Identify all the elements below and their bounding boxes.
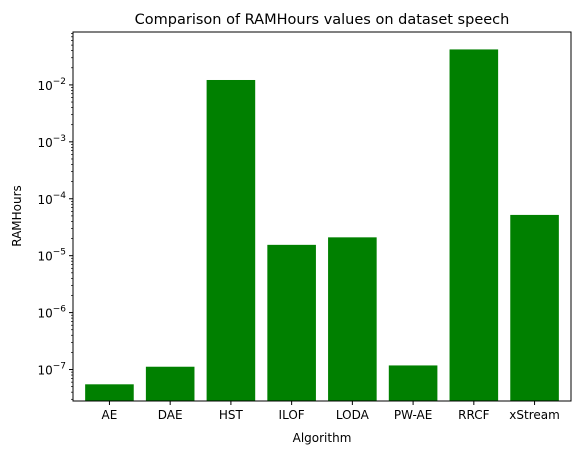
- x-tick-label: DAE: [158, 408, 183, 422]
- bar-pw-ae: [388, 365, 438, 401]
- y-tick-label: 10−2: [37, 77, 66, 93]
- bar-rrcf: [449, 49, 499, 402]
- bar-dae: [145, 366, 195, 401]
- y-tick-label: 10−6: [37, 305, 66, 321]
- y-tick-label: 10−4: [37, 191, 66, 207]
- x-tick-label: ILOF: [279, 408, 305, 422]
- x-tick-label: RRCF: [458, 408, 489, 422]
- y-tick-label: 10−3: [37, 134, 66, 150]
- x-tick-label: LODA: [336, 408, 370, 422]
- bar-ilof: [267, 244, 316, 401]
- y-tick-label: 10−5: [37, 248, 66, 264]
- chart-title: Comparison of RAMHours values on dataset…: [135, 12, 510, 28]
- plot-frame: [72, 31, 572, 402]
- y-axis-label: RAMHours: [10, 185, 24, 247]
- y-tick-label: 10−7: [37, 362, 66, 378]
- x-axis-label: Algorithm: [293, 431, 352, 445]
- x-tick-label: AE: [102, 408, 118, 422]
- x-tick-label: HST: [219, 408, 244, 422]
- x-tick-label: PW-AE: [394, 408, 432, 422]
- bar-ae: [85, 384, 134, 401]
- x-tick-label: xStream: [509, 408, 560, 422]
- bar-xstream: [510, 214, 559, 401]
- bar-hst: [206, 79, 256, 402]
- bar-loda: [328, 237, 377, 401]
